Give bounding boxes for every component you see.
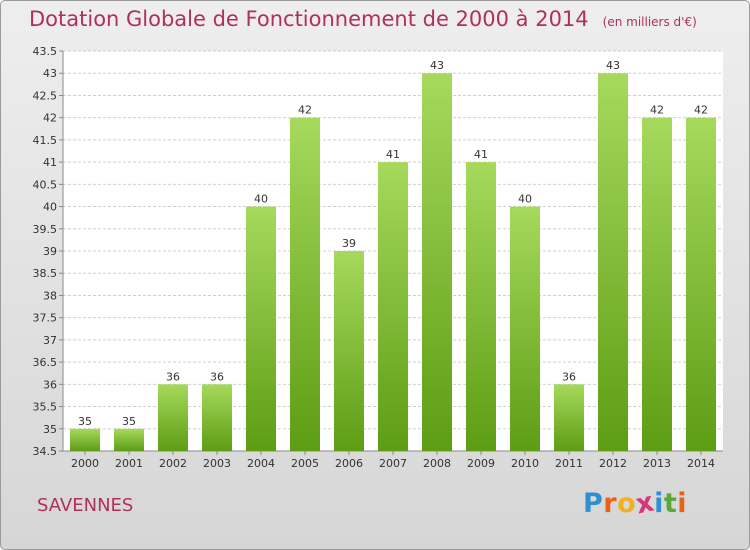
y-tick-label: 41.5	[33, 134, 58, 147]
bar	[642, 117, 672, 452]
y-tick-label: 43	[43, 67, 57, 80]
bar	[598, 73, 628, 451]
data-label: 40	[518, 193, 532, 206]
x-tick-label: 2013	[643, 457, 671, 470]
x-tick-label: 2011	[555, 457, 583, 470]
place-name: SAVENNES	[37, 495, 134, 516]
data-label: 43	[606, 59, 620, 72]
y-tick-label: 35	[43, 423, 57, 436]
data-label: 36	[210, 370, 224, 383]
x-tick-label: 2000	[71, 457, 99, 470]
logo-letter: i	[654, 488, 664, 519]
data-label: 35	[122, 415, 136, 428]
title-text: Dotation Globale de Fonctionnement de 20…	[29, 7, 589, 31]
data-label: 36	[562, 370, 576, 383]
x-tick-label: 2001	[115, 457, 143, 470]
data-label: 40	[254, 193, 268, 206]
y-tick-label: 36.5	[33, 356, 58, 369]
x-tick-label: 2010	[511, 457, 539, 470]
y-tick-label: 36	[43, 378, 57, 391]
x-tick-label: 2009	[467, 457, 495, 470]
y-tick-label: 35.5	[33, 401, 58, 414]
bar	[422, 73, 452, 451]
x-tick-label: 2006	[335, 457, 363, 470]
bar	[246, 206, 276, 451]
y-tick-label: 41	[43, 156, 57, 169]
data-label: 36	[166, 370, 180, 383]
y-tick-label: 40	[43, 201, 57, 214]
bar	[466, 162, 496, 451]
bar	[158, 384, 188, 451]
chart-title: Dotation Globale de Fonctionnement de 20…	[29, 7, 697, 31]
x-tick-label: 2002	[159, 457, 187, 470]
y-tick-label: 37	[43, 334, 57, 347]
y-tick-label: 37.5	[33, 312, 58, 325]
data-label: 39	[342, 237, 356, 250]
bar	[510, 206, 540, 451]
unit-text: (en milliers d'€)	[602, 15, 697, 29]
logo-letter: o	[617, 488, 637, 519]
data-label: 42	[694, 104, 708, 117]
y-tick-label: 40.5	[33, 178, 58, 191]
y-tick-label: 39.5	[33, 223, 58, 236]
bar	[70, 428, 100, 451]
bar	[290, 117, 320, 452]
x-tick-label: 2003	[203, 457, 231, 470]
y-tick-label: 39	[43, 245, 57, 258]
logo-letter: r	[603, 488, 618, 519]
logo-letter: P	[583, 488, 604, 519]
y-tick-label: 42.5	[33, 89, 58, 102]
x-tick-label: 2005	[291, 457, 319, 470]
x-tick-label: 2012	[599, 457, 627, 470]
y-tick-label: 34.5	[33, 445, 58, 458]
bar	[202, 384, 232, 451]
bar	[378, 162, 408, 451]
logo-letter: t	[663, 488, 678, 519]
x-tick-label: 2004	[247, 457, 275, 470]
bar	[334, 251, 364, 451]
x-tick-label: 2008	[423, 457, 451, 470]
bar	[686, 117, 716, 452]
data-label: 41	[474, 148, 488, 161]
proxiti-logo: Proxiti	[583, 486, 688, 520]
y-tick-label: 43.5	[33, 45, 58, 58]
bar	[114, 428, 144, 451]
logo-letter: i	[677, 488, 688, 519]
bar	[554, 384, 584, 451]
data-label: 42	[298, 104, 312, 117]
data-label: 41	[386, 148, 400, 161]
data-label: 42	[650, 104, 664, 117]
y-tick-label: 42	[43, 112, 57, 125]
y-tick-label: 38.5	[33, 267, 58, 280]
x-tick-label: 2007	[379, 457, 407, 470]
y-tick-label: 38	[43, 289, 57, 302]
x-tick-label: 2014	[687, 457, 715, 470]
data-label: 43	[430, 59, 444, 72]
data-label: 35	[78, 415, 92, 428]
